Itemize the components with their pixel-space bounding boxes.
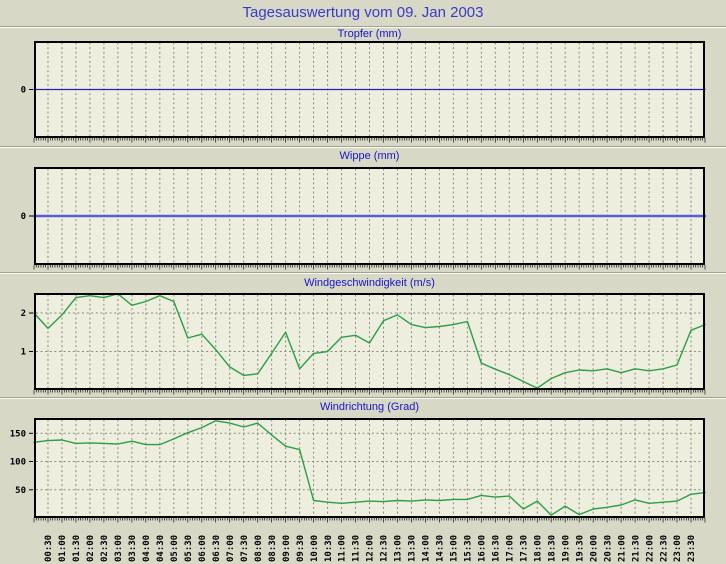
x-tick-label: 07:30: [240, 535, 250, 562]
data-line-windrichtung: [33, 420, 706, 516]
y-tick-label: 50: [15, 486, 26, 496]
y-tick-label: 0: [21, 212, 26, 222]
vertical-gridlines: [47, 294, 692, 389]
plot-border: [34, 167, 705, 265]
panel-title-wippe: Wippe (mm): [339, 150, 400, 162]
wippe-plot: 0: [21, 167, 707, 270]
x-axis-labels: 00:30 01:00 01:30 02:00 02:30 03:00 03:30 04:00…: [44, 535, 697, 562]
x-tick-label: 23:30: [687, 535, 697, 562]
windgeschwindigkeit-plot: 12: [21, 293, 706, 395]
x-tick-label: 23:00: [673, 535, 683, 562]
x-tick-label: 10:00: [310, 535, 320, 562]
x-tick-label: 09:00: [282, 535, 292, 562]
divider: [0, 397, 726, 399]
bottom-ticks: [33, 138, 706, 143]
x-tick-label: 02:00: [86, 535, 96, 562]
x-tick-label: 07:00: [226, 535, 236, 562]
x-tick-label: 21:30: [631, 535, 641, 562]
windrichtung-plot: 50 100 150: [10, 418, 706, 523]
panel-title-windrichtung: Windrichtung (Grad): [319, 401, 420, 413]
x-tick-label: 14:00: [422, 535, 432, 562]
divider: [0, 26, 726, 28]
x-tick-label: 19:00: [561, 535, 571, 562]
y-axis: 0: [21, 212, 33, 222]
x-tick-label: 01:00: [58, 535, 68, 562]
x-tick-label: 02:30: [100, 535, 110, 562]
x-tick-label: 18:30: [547, 535, 557, 562]
x-tick-label: 16:30: [492, 535, 502, 562]
bottom-ticks: [33, 265, 706, 270]
panel-title-windgeschwindigkeit: Windgeschwindigkeit (m/s): [304, 277, 435, 289]
x-tick-label: 16:00: [478, 535, 488, 562]
data-line-windgeschwindigkeit: [33, 293, 706, 389]
y-tick-label: 0: [21, 86, 26, 96]
x-tick-label: 11:00: [338, 535, 348, 562]
y-tick-label: 2: [21, 309, 26, 319]
x-tick-label: 22:30: [659, 535, 669, 562]
x-tick-label: 06:30: [212, 535, 222, 562]
x-tick-label: 19:30: [575, 535, 585, 562]
x-tick-label: 20:00: [589, 535, 599, 562]
divider: [0, 146, 726, 148]
y-tick-label: 100: [10, 458, 26, 468]
x-tick-label: 08:30: [268, 535, 278, 562]
x-tick-label: 12:00: [366, 535, 376, 562]
x-tick-label: 18:00: [534, 535, 544, 562]
x-tick-label: 15:30: [464, 535, 474, 562]
y-axis: 50 100 150: [10, 430, 33, 496]
y-tick-label: 1: [21, 348, 26, 358]
x-tick-label: 03:30: [128, 535, 138, 562]
x-tick-label: 17:00: [506, 535, 516, 562]
page-title: Tagesauswertung vom 09. Jan 2003: [242, 4, 484, 21]
x-tick-label: 13:00: [394, 535, 404, 562]
x-tick-label: 01:30: [72, 535, 82, 562]
x-tick-label: 05:30: [184, 535, 194, 562]
x-tick-label: 08:00: [254, 535, 264, 562]
x-tick-label: 05:00: [170, 535, 180, 562]
y-axis: 0: [21, 86, 33, 96]
y-tick-label: 150: [10, 430, 26, 440]
x-tick-label: 14:30: [436, 535, 446, 562]
x-tick-label: 22:00: [645, 535, 655, 562]
x-tick-label: 12:30: [380, 535, 390, 562]
plot-border: [34, 418, 705, 518]
panel-title-tropfer: Tropfer (mm): [337, 28, 402, 40]
x-tick-label: 03:00: [114, 535, 124, 562]
x-tick-label: 09:30: [296, 535, 306, 562]
x-tick-label: 20:30: [603, 535, 613, 562]
x-tick-label: 15:00: [450, 535, 460, 562]
bottom-ticks: [33, 518, 706, 523]
bottom-ticks: [33, 390, 706, 395]
divider: [0, 272, 726, 274]
plot-border: [34, 41, 705, 138]
x-tick-label: 04:00: [142, 535, 152, 562]
x-tick-label: 06:00: [198, 535, 208, 562]
horizontal-gridlines: [36, 312, 703, 352]
x-tick-label: 11:30: [352, 535, 362, 562]
x-tick-label: 00:30: [44, 535, 54, 562]
x-tick-label: 21:00: [617, 535, 627, 562]
plot-border: [34, 293, 705, 390]
x-tick-label: 17:30: [520, 535, 530, 562]
x-tick-label: 13:30: [408, 535, 418, 562]
horizontal-gridlines: [36, 432, 703, 491]
y-axis: 12: [21, 309, 33, 358]
x-tick-label: 10:30: [324, 535, 334, 562]
tropfer-plot: 0: [21, 41, 706, 143]
x-tick-label: 04:30: [156, 535, 166, 562]
